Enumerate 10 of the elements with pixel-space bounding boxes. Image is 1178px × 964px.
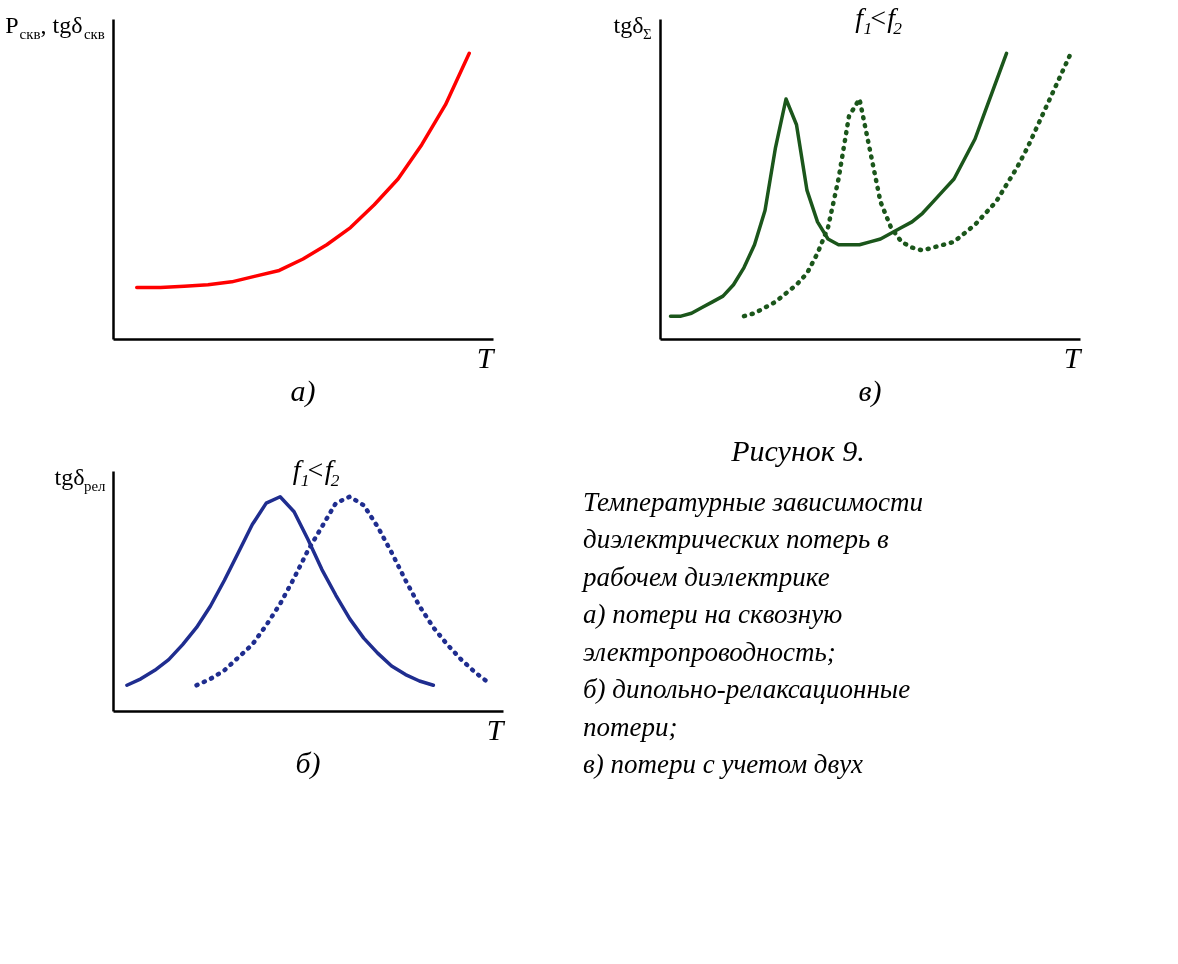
- text: а) потери на сквозную электропроводность;: [583, 599, 843, 667]
- text: б) дипольно-релаксационные потери;: [583, 674, 911, 742]
- text: б): [295, 746, 321, 780]
- x-axis-title: T: [476, 340, 496, 374]
- x-axis-title: T: [486, 712, 506, 746]
- text: а): [290, 374, 316, 408]
- x-axis-title: T: [1063, 340, 1083, 374]
- text: в): [858, 374, 882, 408]
- text: в) потери с учетом двух: [583, 749, 863, 780]
- text: Рисунок 9.: [730, 434, 865, 467]
